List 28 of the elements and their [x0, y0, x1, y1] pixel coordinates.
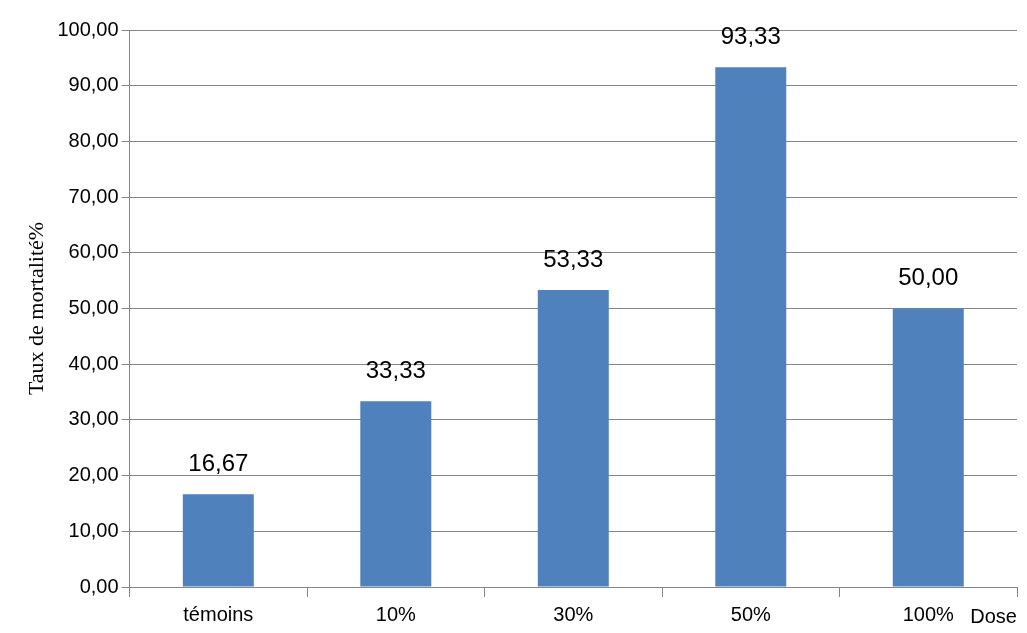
y-tick-label: 20,00: [68, 463, 119, 486]
x-tick-label: 100%: [902, 602, 955, 625]
bar: [537, 289, 609, 587]
data-label: 33,33: [365, 355, 426, 383]
y-tick-label: 80,00: [68, 128, 119, 151]
bar: [360, 401, 432, 587]
data-label: 16,67: [188, 448, 249, 476]
x-tick-label: 30%: [553, 602, 594, 625]
y-tick-label: 30,00: [68, 407, 119, 430]
y-tick-label: 70,00: [68, 184, 119, 207]
x-tick-label: 50%: [730, 602, 771, 625]
x-tick-label: 10%: [375, 602, 417, 625]
data-label: 93,33: [720, 21, 781, 49]
y-tick-label: 90,00: [68, 73, 119, 96]
y-tick-label: 50,00: [68, 296, 119, 319]
y-tick-label: 10,00: [68, 518, 119, 541]
data-label: 53,33: [543, 244, 604, 272]
bar: [892, 308, 964, 587]
bar: [182, 494, 254, 587]
y-tick-label: 60,00: [68, 240, 119, 263]
y-tick-label: 40,00: [68, 351, 119, 374]
y-tick-label: 100,00: [57, 17, 119, 40]
x-tick-label: témoins: [183, 602, 254, 625]
y-axis-title: Taux de mortalité%: [22, 221, 48, 396]
data-label: 50,00: [898, 263, 959, 291]
bar: [715, 67, 787, 587]
x-axis-title: Dose: [970, 604, 1017, 627]
y-tick-label: 0,00: [79, 574, 119, 597]
